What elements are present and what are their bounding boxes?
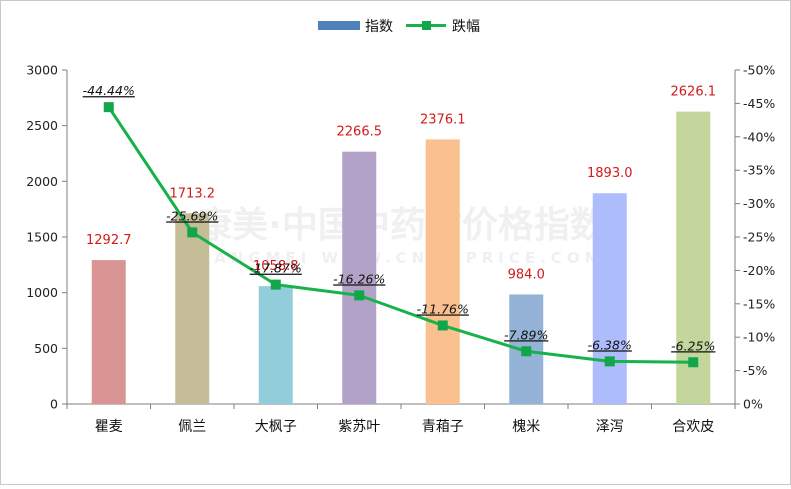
y-right-tick-label: -15% — [743, 296, 775, 311]
line-point-marker — [437, 320, 448, 331]
bar-value-label: 2626.1 — [671, 85, 717, 100]
x-tick-label: 槐米 — [512, 419, 540, 435]
y-left-tick-label: 1500 — [26, 230, 58, 245]
bar-value-label: 1292.7 — [86, 233, 132, 248]
x-tick-label: 瞿麦 — [95, 419, 123, 435]
y-right-tick-label: -20% — [743, 263, 775, 278]
y-right-tick-label: -30% — [743, 196, 775, 211]
bar-value-label: 1893.0 — [587, 166, 633, 181]
x-tick-label: 紫苏叶 — [338, 419, 380, 435]
line-point-marker — [354, 290, 365, 301]
line-value-label: -7.89% — [504, 327, 548, 342]
data-labels: 1292.7 1713.2 1058.8 2266.5 2376.1 984.0 1893.… — [83, 83, 716, 353]
x-tick-label: 合欢皮 — [672, 419, 714, 435]
bar-value-label: 1058.8 — [253, 259, 299, 274]
decline-line — [107, 106, 694, 364]
line-value-label: -16.26% — [333, 271, 385, 286]
y-right-tick-label: -40% — [743, 129, 775, 144]
line-point-marker — [521, 346, 532, 357]
y-right-tick-label: 0% — [743, 397, 763, 412]
x-tick-label: 佩兰 — [178, 419, 206, 435]
x-tick-label: 大枫子 — [255, 419, 297, 435]
line-point-marker — [187, 227, 198, 238]
line-point-marker — [103, 102, 114, 113]
line-value-label: -11.76% — [417, 301, 469, 316]
y-left-tick-label: 500 — [34, 341, 58, 356]
bar — [342, 151, 377, 404]
y-right-tick-label: -35% — [743, 163, 775, 178]
line-point-marker — [270, 279, 281, 290]
bar-value-label: 984.0 — [508, 267, 545, 282]
x-tick-label: 青葙子 — [422, 419, 464, 435]
y-left-tick-label: 2000 — [26, 174, 58, 189]
watermark-main: 康美·中国中药材价格指数 — [196, 204, 606, 246]
legend-line-marker — [422, 21, 431, 30]
y-left-tick-label: 1000 — [26, 285, 58, 300]
bar — [592, 193, 627, 404]
y-right-tick-label: -50% — [743, 63, 775, 78]
line-value-label: -25.69% — [166, 208, 218, 223]
line-value-label: -6.25% — [671, 338, 715, 353]
line-value-label: -6.38% — [588, 337, 632, 352]
bar — [425, 139, 460, 404]
axes: 0 500 1000 1500 2000 2500 3000 0% -5% -10% -15% -20… — [26, 63, 775, 436]
bar-value-label: 1713.2 — [170, 186, 216, 201]
legend-bar-label: 指数 — [365, 19, 393, 35]
line-value-label: -17.87% — [250, 261, 302, 276]
y-left-tick-label: 2500 — [26, 118, 58, 133]
y-right-tick-label: -5% — [743, 363, 767, 378]
watermark-sub: KANGMEI WWW.CNKMPRICE.COM — [197, 249, 604, 267]
x-tick-label: 泽泻 — [596, 419, 624, 435]
bar-value-label: 2376.1 — [420, 112, 466, 127]
y-right-tick-label: -45% — [743, 96, 775, 111]
bars — [91, 111, 711, 404]
bar — [676, 111, 711, 404]
line-series — [103, 102, 699, 368]
y-right-tick-label: -10% — [743, 330, 775, 345]
legend: 指数 跌幅 — [318, 19, 480, 35]
legend-bar-swatch — [318, 21, 360, 30]
y-right-tick-label: -25% — [743, 230, 775, 245]
watermark: 康美·中国中药材价格指数 KANGMEI WWW.CNKMPRICE.COM — [196, 204, 606, 267]
line-value-label: -44.44% — [83, 83, 135, 98]
line-point-marker — [688, 357, 699, 368]
bar — [91, 260, 126, 404]
line-point-marker — [604, 356, 615, 367]
y-left-tick-label: 0 — [50, 397, 58, 412]
legend-line-label: 跌幅 — [452, 19, 480, 35]
bar — [258, 286, 293, 404]
bar-value-label: 2266.5 — [337, 125, 383, 140]
y-left-tick-label: 3000 — [26, 63, 58, 78]
bar — [175, 213, 210, 404]
